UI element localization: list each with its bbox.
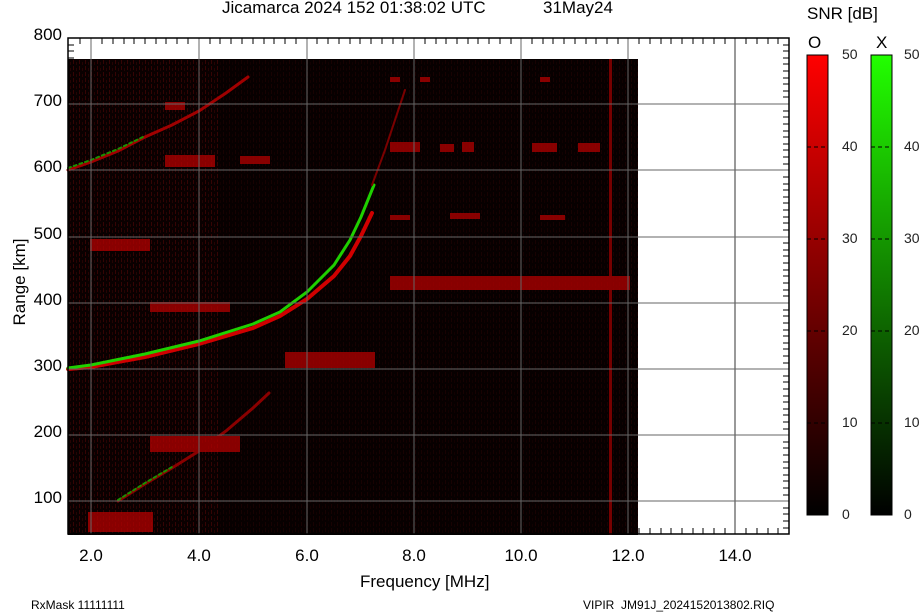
y-tick-300: 300 <box>33 356 62 375</box>
minor-ticks <box>68 38 789 534</box>
file-label: VIPIR JM91J_2024152013802.RIQ <box>583 598 775 612</box>
plot-title: Jicamarca 2024 152 01:38:02 UTC <box>222 0 486 17</box>
y-tick-200: 200 <box>33 422 62 441</box>
interference-line <box>609 59 612 535</box>
cb-x-tick-40: 40 <box>904 138 920 154</box>
x-tick-2: 2.0 <box>79 546 103 565</box>
y-tick-100: 100 <box>33 488 62 507</box>
colorbar-o <box>806 54 829 516</box>
rxmask-label: RxMask 11111111 <box>31 598 125 612</box>
colorbar-x <box>870 54 893 516</box>
gridlines <box>68 38 789 534</box>
y-tick-700: 700 <box>33 91 62 110</box>
cb-o-tick-0: 0 <box>842 506 850 522</box>
cb-x-tick-30: 30 <box>904 230 920 246</box>
cb-x-tick-50: 50 <box>904 46 920 62</box>
y-tick-600: 600 <box>33 157 62 176</box>
y-tick-400: 400 <box>33 290 62 309</box>
x-tick-4: 4.0 <box>187 546 211 565</box>
plot-date: 31May24 <box>543 0 613 17</box>
y-tick-800: 800 <box>33 25 62 44</box>
cb-o-tick-30: 30 <box>842 230 858 246</box>
cb-x-tick-10: 10 <box>904 414 920 430</box>
colorbar-x-label: X <box>876 33 888 52</box>
cb-x-tick-0: 0 <box>904 506 912 522</box>
cb-o-tick-20: 20 <box>842 322 858 338</box>
colorbar-title: SNR [dB] <box>807 4 878 23</box>
x-tick-8: 8.0 <box>402 546 426 565</box>
x-tick-14: 14.0 <box>718 546 752 565</box>
colorbar-ticks <box>807 146 892 424</box>
y-axis-label: Range [km] <box>10 238 29 326</box>
cb-o-tick-50: 50 <box>842 46 858 62</box>
cb-o-tick-10: 10 <box>842 414 858 430</box>
x-tick-12: 12.0 <box>611 546 645 565</box>
colorbar-o-label: O <box>808 33 822 52</box>
x-tick-10: 10.0 <box>504 546 538 565</box>
x-tick-6: 6.0 <box>295 546 319 565</box>
cb-o-tick-40: 40 <box>842 138 858 154</box>
cb-x-tick-20: 20 <box>904 322 920 338</box>
plot-frame <box>67 37 790 535</box>
y-tick-500: 500 <box>33 224 62 243</box>
x-axis-label: Frequency [MHz] <box>360 572 490 591</box>
